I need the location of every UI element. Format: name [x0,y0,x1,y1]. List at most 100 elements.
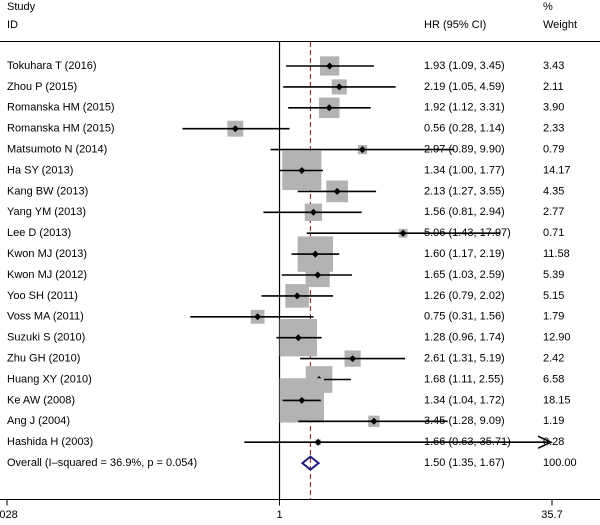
hr-ci-header: HR (95% CI) [424,19,486,31]
study-row: Romanska HM (2015) 0.56 (0.28, 1.14) 2.33 [7,120,564,137]
overall-diamond [300,455,321,471]
point-estimate [314,271,322,279]
study-row: Yang YM (2013) 1.56 (0.81, 2.94) 2.77 [7,203,564,221]
point-estimate [326,62,334,70]
study-label: Matsumoto N (2014) [7,144,107,156]
hr-ci-value: 5.06 (1.43, 17.97) [424,227,511,239]
overall-weight: 100.00 [543,457,577,469]
study-label: Yang YM (2013) [7,206,86,218]
point-estimate [309,208,317,216]
study-label: Voss MA (2011) [7,311,84,323]
study-label: Hashida H (2003) [7,436,93,448]
weight-value: 2.11 [543,81,564,93]
hr-ci-value: 1.28 (0.96, 1.74) [424,332,505,344]
study-row: Yoo SH (2011) 1.26 (0.79, 2.02) 5.15 [7,284,564,308]
hr-ci-value: 1.34 (1.04, 1.72) [424,394,505,406]
weight-value: 18.15 [543,394,571,406]
hr-ci-value: 1.92 (1.12, 3.31) [424,102,505,114]
study-label: Yoo SH (2011) [7,290,78,302]
study-label: Kang BW (2013) [7,185,88,197]
weight-value: 2.77 [543,206,564,218]
study-row: Lee D (2013) 5.06 (1.43, 17.97) 0.71 [7,227,564,239]
study-label: Zhu GH (2010) [7,353,80,365]
weight-value: 0.79 [543,144,564,156]
point-estimate [399,229,407,237]
weight-value: 5.15 [543,290,564,302]
ci-overflow-arrow [537,435,553,449]
study-row: Matsumoto N (2014) 2.97 (0.89, 9.90) 0.79 [7,144,564,156]
hr-ci-value: 1.56 (0.81, 2.94) [424,206,505,218]
weight-value: 4.35 [543,185,564,197]
hr-ci-value: 1.60 (1.17, 2.19) [424,248,505,260]
hr-ci-value: 2.61 (1.31, 5.19) [424,353,505,365]
study-row: Suzuki S (2010) 1.28 (0.96, 1.74) 12.90 [7,319,571,357]
weight-value: 2.42 [543,353,564,365]
weight-value: 14.17 [543,164,571,176]
study-row: Zhou P (2015) 2.19 (1.05, 4.59) 2.11 [7,79,564,95]
point-estimate [294,334,302,342]
study-label: Ang J (2004) [7,415,70,427]
hr-ci-value: 2.97 (0.89, 9.90) [424,144,505,156]
weight-header: Weight [543,19,577,31]
point-estimate [311,250,319,258]
point-estimate [370,417,378,425]
id-header: ID [7,19,18,31]
study-row: Zhu GH (2010) 2.61 (1.31, 5.19) 2.42 [7,350,564,367]
point-estimate [254,313,262,321]
weight-value: 12.90 [543,332,571,344]
study-row: Kwon MJ (2012) 1.65 (1.03, 2.59) 5.39 [7,262,564,288]
study-row: Ang J (2004) 3.45 (1.28, 9.09) 1.19 [7,415,564,427]
study-label: Ha SY (2013) [7,164,73,176]
study-label: Kwon MJ (2013) [7,248,87,260]
x-tick-label: 1 [276,509,282,521]
point-estimate [325,104,333,112]
study-label: Romanska HM (2015) [7,123,115,135]
study-row: Ke AW (2008) 1.34 (1.04, 1.72) 18.15 [7,378,571,423]
study-label: Kwon MJ (2012) [7,269,87,281]
hr-ci-value: 0.75 (0.31, 1.56) [424,311,505,323]
weight-value: 5.39 [543,269,564,281]
point-estimate [298,167,306,174]
weight-value: 0.71 [543,227,564,239]
study-label: Ke AW (2008) [7,394,75,406]
hr-ci-value: 3.45 (1.28, 9.09) [424,415,505,427]
point-estimate [231,125,239,133]
study-row: Romanska HM (2015) 1.92 (1.12, 3.31) 3.90 [7,97,564,119]
study-header: Study [7,1,36,13]
weight-value: 11.58 [543,248,570,260]
overall-hr-ci: 1.50 (1.35, 1.67) [424,457,505,469]
point-estimate [333,187,341,195]
point-estimate [335,83,343,91]
study-row: Kwon MJ (2013) 1.60 (1.17, 2.19) 11.58 [7,236,570,272]
hr-ci-value: 1.65 (1.03, 2.59) [424,269,505,281]
hr-ci-value: 1.68 (1.11, 2.55) [424,373,504,385]
study-row: Tokuhara T (2016) 1.93 (1.09, 3.45) 3.43 [7,56,564,76]
weight-value: 1.19 [543,415,564,427]
study-label: Huang XY (2010) [7,373,92,385]
point-estimate [314,438,322,446]
weight-value: 6.58 [543,373,564,385]
hr-ci-value: 2.19 (1.05, 4.59) [424,81,505,93]
study-row: Voss MA (2011) 0.75 (0.31, 1.56) 1.79 [7,309,564,324]
hr-ci-value: 1.26 (0.79, 2.02) [424,290,505,302]
hr-ci-value: 0.56 (0.28, 1.14) [424,123,505,135]
study-label: Lee D (2013) [7,227,71,239]
weight-value: 3.90 [543,102,564,114]
weight-value: 3.43 [543,60,564,72]
weight-value: 2.33 [543,123,564,135]
point-estimate [293,292,301,300]
hr-ci-value: 1.93 (1.09, 3.45) [424,60,505,72]
weight-value: 0.28 [543,436,564,448]
x-axis: .028 1 35.7 [0,499,563,521]
weight-value: 1.79 [543,311,564,323]
study-row: Ha SY (2013) 1.34 (1.00, 1.77) 14.17 [7,150,571,191]
x-tick-label: 35.7 [541,509,562,521]
point-estimate [349,355,357,363]
study-row: Kang BW (2013) 2.13 (1.27, 3.55) 4.35 [7,180,564,203]
overall-row: Overall (I–squared = 36.9%, p = 0.054) 1.… [7,455,577,471]
study-row: Hashida H (2003) 1.66 (0.63, 35.71) 0.28 [7,435,564,449]
x-tick-label: .028 [0,509,18,521]
study-label: Romanska HM (2015) [7,102,115,114]
hr-ci-value: 1.66 (0.63, 35.71) [424,436,511,448]
study-label: Suzuki S (2010) [7,332,85,344]
